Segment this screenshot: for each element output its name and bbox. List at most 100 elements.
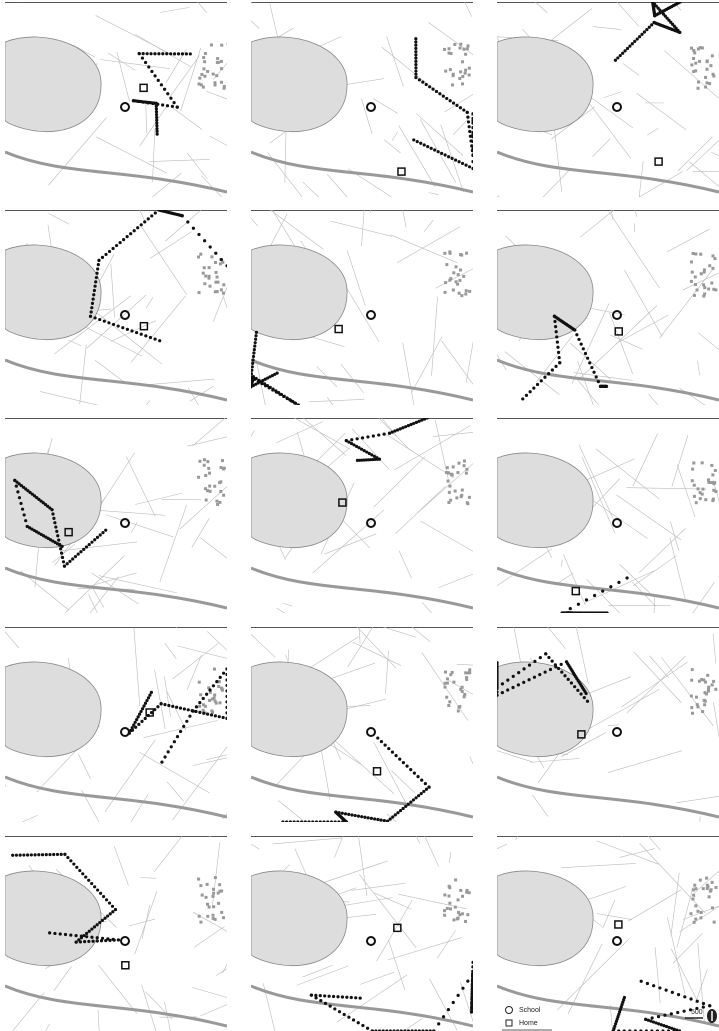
- road: [582, 458, 635, 483]
- road: [12, 992, 45, 1031]
- track-point: [447, 155, 451, 159]
- town-block: [461, 894, 465, 898]
- road: [689, 161, 719, 187]
- track-point: [154, 112, 159, 117]
- track-point: [590, 365, 594, 370]
- road: [391, 770, 416, 794]
- track-point: [527, 663, 532, 667]
- road: [97, 1009, 100, 1031]
- track-point: [112, 938, 116, 942]
- track-point: [95, 939, 99, 943]
- track-point: [111, 246, 115, 251]
- home-label: Home: [519, 1020, 538, 1027]
- town-block: [220, 67, 224, 71]
- road: [579, 210, 615, 238]
- map-panel: [497, 210, 719, 405]
- town-block: [203, 704, 207, 708]
- town-block: [449, 277, 453, 281]
- road: [269, 210, 324, 250]
- road: [59, 541, 138, 552]
- town-block: [443, 685, 447, 689]
- track-point: [252, 347, 256, 352]
- town-block: [689, 260, 693, 264]
- town-block: [208, 471, 212, 475]
- river: [251, 775, 473, 819]
- road: [682, 905, 719, 920]
- track-point: [281, 820, 285, 822]
- road: [633, 651, 682, 703]
- road: [530, 758, 580, 763]
- track-point: [159, 83, 164, 87]
- track-point: [39, 532, 43, 537]
- track-point: [252, 351, 256, 355]
- town-block: [211, 887, 215, 891]
- track-point: [104, 528, 108, 532]
- road: [647, 836, 661, 851]
- track-point: [347, 812, 351, 817]
- track-point: [355, 437, 359, 441]
- road: [667, 916, 686, 995]
- town-block: [465, 890, 469, 894]
- track-point: [470, 1001, 473, 1005]
- track-point: [52, 852, 56, 857]
- town-block: [212, 667, 216, 671]
- town-block: [456, 273, 460, 277]
- track-point: [263, 377, 267, 381]
- town-block: [459, 70, 463, 74]
- town-block: [213, 876, 217, 880]
- town-block: [452, 680, 456, 684]
- track-point: [314, 820, 319, 822]
- track-point: [676, 992, 681, 997]
- track-point: [446, 1008, 451, 1012]
- school-marker: [612, 518, 622, 528]
- town-block: [697, 679, 701, 683]
- town-block: [458, 913, 462, 917]
- town-block: [692, 48, 696, 52]
- road: [694, 969, 708, 1004]
- track-point: [179, 729, 183, 734]
- track-point: [592, 370, 596, 374]
- track-point: [158, 339, 162, 343]
- track-point: [225, 700, 227, 704]
- track-point: [640, 32, 644, 36]
- road: [293, 418, 351, 450]
- track-point: [15, 480, 19, 484]
- track-point: [61, 560, 66, 564]
- road: [595, 448, 660, 500]
- road: [346, 250, 366, 306]
- road: [421, 602, 433, 613]
- track-point: [154, 110, 159, 114]
- track-point: [254, 334, 258, 338]
- road: [334, 836, 344, 858]
- track-point: [95, 535, 100, 539]
- track-point: [667, 1025, 671, 1030]
- track-point: [365, 450, 369, 454]
- track-point: [110, 904, 115, 908]
- town-block: [702, 268, 706, 272]
- track-point: [579, 692, 583, 696]
- track-point: [471, 960, 473, 964]
- road: [670, 948, 697, 1000]
- town-block: [217, 685, 221, 689]
- track-point: [214, 251, 218, 255]
- town-block: [713, 469, 717, 473]
- road: [626, 655, 686, 714]
- track-point: [401, 426, 405, 430]
- track-point: [41, 534, 46, 538]
- town-block: [203, 282, 207, 286]
- track-point: [664, 1024, 669, 1029]
- track-point: [217, 715, 221, 719]
- town-block: [220, 43, 224, 47]
- town-block: [217, 901, 221, 905]
- track-point: [103, 916, 107, 920]
- road: [432, 432, 473, 437]
- town-block: [714, 885, 718, 889]
- track-point: [657, 1022, 661, 1026]
- town-block: [452, 918, 456, 922]
- track-point: [563, 674, 567, 678]
- track-point: [390, 430, 394, 434]
- lake: [251, 452, 348, 549]
- school-icon: [505, 1006, 513, 1014]
- track-point: [470, 992, 473, 996]
